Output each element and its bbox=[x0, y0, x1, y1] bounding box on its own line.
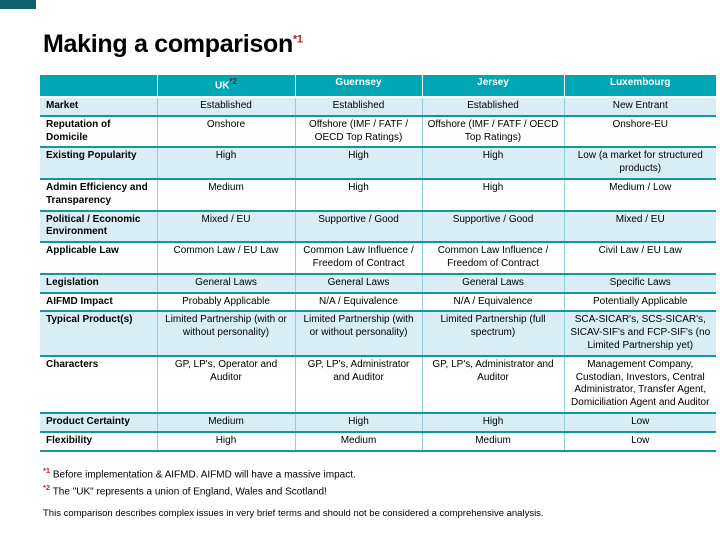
table-row: Flexibility High Medium Medium Low bbox=[40, 431, 716, 452]
row-label: Market bbox=[40, 97, 157, 117]
table-cell: High bbox=[156, 431, 295, 452]
table-cell: Medium / Low bbox=[563, 178, 716, 212]
row-label: Typical Product(s) bbox=[40, 311, 157, 357]
row-label: Applicable Law bbox=[40, 242, 157, 275]
table-cell: High bbox=[294, 412, 422, 433]
table-header-row: UK*2 Guernsey Jersey Luxembourg bbox=[40, 75, 716, 98]
table-cell: GP, LP's, Administrator and Auditor bbox=[294, 355, 422, 414]
table-cell: N/A / Equivalence bbox=[421, 292, 564, 313]
table-row: Existing Popularity High High High Low (a ma… bbox=[40, 147, 716, 180]
footnote: *2 The "UK" represents a union of Englan… bbox=[43, 483, 356, 500]
table-row: Market Established Established Established N… bbox=[40, 97, 716, 117]
footnote-marker: *1 bbox=[43, 466, 51, 475]
table-row: Applicable Law Common Law / EU Law Common … bbox=[40, 242, 716, 275]
table-cell: Low bbox=[563, 412, 716, 433]
table-cell: Medium bbox=[294, 431, 422, 452]
table-cell: Offshore (IMF / FATF / OECD Top Ratings) bbox=[421, 115, 564, 149]
column-header-luxembourg: Luxembourg bbox=[563, 75, 716, 98]
table-cell: Onshore bbox=[156, 115, 295, 149]
table-cell: Offshore (IMF / FATF / OECD Top Ratings) bbox=[294, 115, 422, 149]
table-cell: Established bbox=[421, 97, 564, 117]
table-cell: High bbox=[421, 147, 564, 180]
table-cell: Established bbox=[156, 97, 295, 117]
table-cell: High bbox=[421, 178, 564, 212]
table-cell: Common Law Influence / Freedom of Contra… bbox=[294, 242, 422, 275]
column-header-empty bbox=[40, 75, 157, 98]
table-cell: Common Law / EU Law bbox=[156, 242, 295, 275]
table-cell: Medium bbox=[156, 412, 295, 433]
page-title: Making a comparison*1 bbox=[43, 30, 303, 59]
row-label: AIFMD Impact bbox=[40, 292, 157, 313]
table-cell: Medium bbox=[421, 431, 564, 452]
table-cell: Low (a market for structured products) bbox=[563, 147, 716, 180]
column-header-uk: UK*2 bbox=[156, 75, 295, 98]
table-row: Product Certainty Medium High High Low bbox=[40, 412, 716, 433]
table-cell: Mixed / EU bbox=[563, 210, 716, 244]
table-cell: Mixed / EU bbox=[156, 210, 295, 244]
table-cell: New Entrant bbox=[563, 97, 716, 117]
comparison-table-body: Market Established Established Established N… bbox=[40, 97, 716, 452]
row-label: Political / Economic Environment bbox=[40, 210, 157, 244]
table-cell: General Laws bbox=[421, 273, 564, 294]
footnote-marker: *2 bbox=[43, 482, 51, 492]
title-text: Making a comparison bbox=[43, 30, 293, 58]
table-cell: Low bbox=[563, 431, 716, 452]
row-label: Product Certainty bbox=[40, 412, 157, 433]
table-cell: Limited Partnership (with or without per… bbox=[156, 311, 295, 357]
table-row: AIFMD Impact Probably Applicable N/A / Equ… bbox=[40, 292, 716, 313]
uk-footnote-ref: *2 bbox=[229, 77, 237, 86]
table-cell: High bbox=[294, 147, 422, 180]
table-cell: SCA-SICAR's, SCS-SICAR's, SICAV-SIF's an… bbox=[563, 311, 716, 357]
table-row: Typical Product(s) Limited Partnership (w… bbox=[40, 311, 716, 357]
table-cell: GP, LP's, Administrator and Auditor bbox=[421, 355, 564, 414]
disclaimer-text: This comparison describes complex issues… bbox=[43, 508, 544, 519]
corner-decoration bbox=[0, 0, 36, 9]
table-cell: General Laws bbox=[156, 273, 295, 294]
column-header-guernsey: Guernsey bbox=[294, 75, 422, 98]
table-cell: High bbox=[421, 412, 564, 433]
table-cell: Common Law Influence / Freedom of Contra… bbox=[421, 242, 564, 275]
table-cell: Medium bbox=[156, 178, 295, 212]
table-row: Characters GP, LP's, Operator and Auditor… bbox=[40, 355, 716, 414]
footnote-text: The "UK" represents a union of England, … bbox=[50, 486, 327, 498]
row-label: Legislation bbox=[40, 273, 157, 294]
footnote: *1 Before implementation & AIFMD. AIFMD … bbox=[43, 466, 356, 483]
row-label: Reputation of Domicile bbox=[40, 115, 157, 149]
table-cell: Potentially Applicable bbox=[563, 292, 716, 313]
footnotes: *1 Before implementation & AIFMD. AIFMD … bbox=[43, 466, 356, 500]
table-cell: N/A / Equivalence bbox=[294, 292, 422, 313]
table-cell: Limited Partnership (full spectrum) bbox=[421, 311, 564, 357]
column-header-jersey: Jersey bbox=[421, 75, 564, 98]
comparison-table: UK*2 Guernsey Jersey Luxembourg Market Estab… bbox=[40, 75, 716, 452]
table-row: Political / Economic Environment Mixed / … bbox=[40, 210, 716, 244]
footnote-text: Before implementation & AIFMD. AIFMD wil… bbox=[50, 469, 356, 481]
title-footnote-ref: *1 bbox=[292, 33, 303, 46]
table-cell: High bbox=[156, 147, 295, 180]
table-cell: Probably Applicable bbox=[156, 292, 295, 313]
table-cell: Limited Partnership (with or without per… bbox=[294, 311, 422, 357]
row-label: Admin Efficiency and Transparency bbox=[40, 178, 157, 212]
row-label: Flexibility bbox=[40, 431, 157, 452]
table-row: Reputation of Domicile Onshore Offshore (I… bbox=[40, 115, 716, 149]
table-cell: Supportive / Good bbox=[421, 210, 564, 244]
table-cell: Supportive / Good bbox=[294, 210, 422, 244]
table-cell: Civil Law / EU Law bbox=[563, 242, 716, 275]
row-label: Existing Popularity bbox=[40, 147, 157, 180]
table-cell: High bbox=[294, 178, 422, 212]
table-cell: Onshore-EU bbox=[563, 115, 716, 149]
table-header: UK*2 Guernsey Jersey Luxembourg bbox=[40, 75, 716, 98]
table-cell: GP, LP's, Operator and Auditor bbox=[156, 355, 295, 414]
table-cell: Specific Laws bbox=[563, 273, 716, 294]
table-cell: Management Company, Custodian, Investors… bbox=[563, 355, 716, 414]
table-cell: General Laws bbox=[294, 273, 422, 294]
row-label: Characters bbox=[40, 355, 157, 414]
table-row: Admin Efficiency and Transparency Medium H… bbox=[40, 178, 716, 212]
table-cell: Established bbox=[294, 97, 422, 117]
table-row: Legislation General Laws General Laws Gener… bbox=[40, 273, 716, 294]
